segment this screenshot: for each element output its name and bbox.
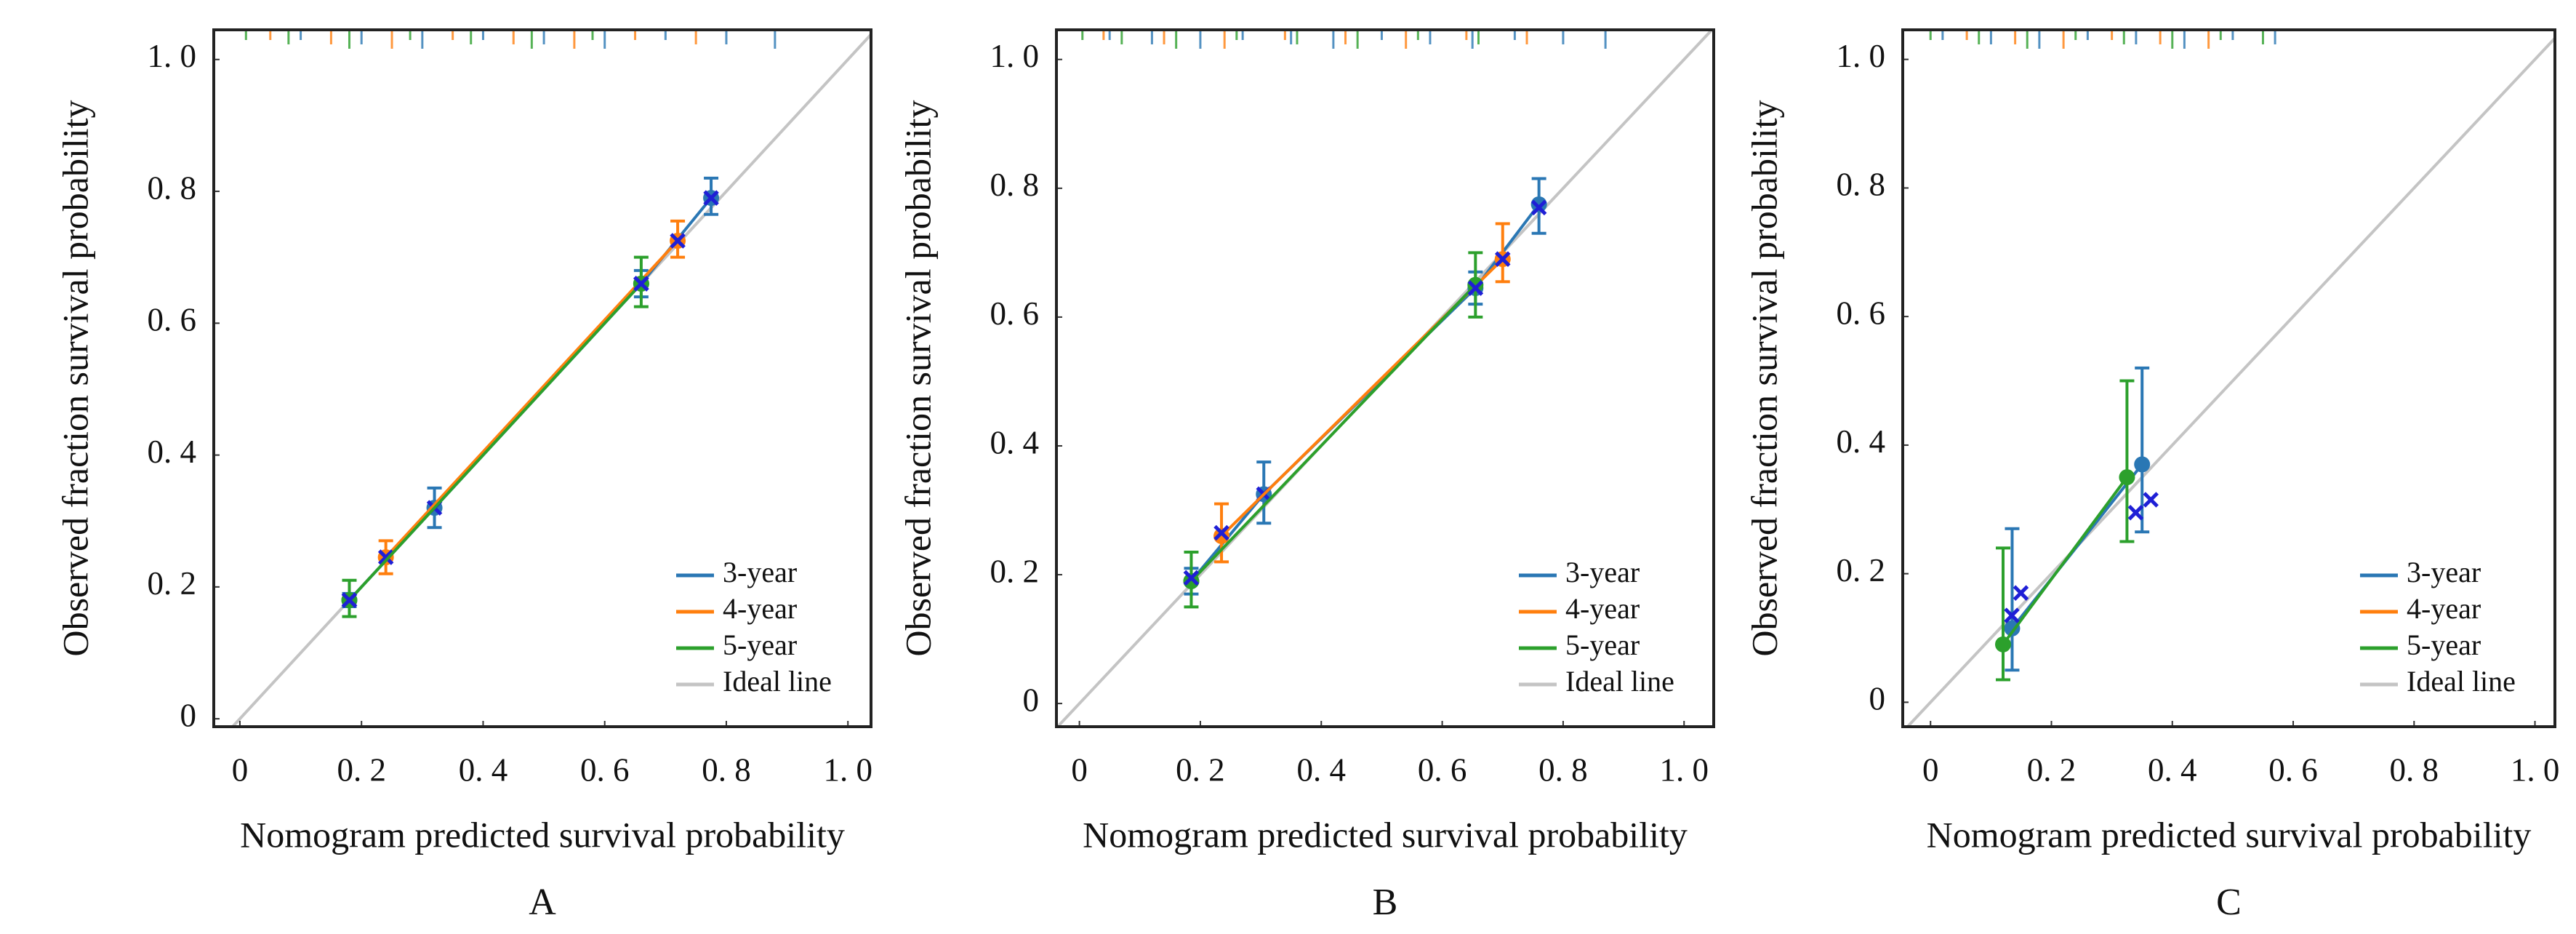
point bbox=[1467, 276, 1484, 293]
y-axis-title: Observed fraction survival probability bbox=[897, 100, 938, 656]
y-axis-title: Observed fraction survival probability bbox=[55, 100, 95, 656]
panel: 0 0. 2 0. 4 0. 6 0. 8 1. 0 0 0. 2 0. 4 0. 6 0. 8 1.… bbox=[1744, 28, 2560, 923]
y-tick-label: 0. 6 bbox=[1837, 295, 1886, 331]
x-tick-label: 0. 4 bbox=[1297, 751, 1347, 788]
legend-label: 4-year bbox=[723, 592, 797, 625]
cross-marker bbox=[1213, 524, 1229, 541]
x-tick-label: 0. 6 bbox=[580, 751, 630, 788]
y-tick-label: 1. 0 bbox=[1837, 38, 1886, 74]
cross-marker bbox=[2004, 607, 2020, 623]
error-bar bbox=[2135, 366, 2150, 534]
y-tick-label: 0. 2 bbox=[148, 565, 197, 602]
y-tick-label: 0. 6 bbox=[148, 302, 197, 338]
y-tick-label: 0. 4 bbox=[1837, 423, 1886, 460]
cross-marker bbox=[1467, 280, 1484, 296]
x-tick-label: 0. 2 bbox=[337, 751, 386, 788]
panel-label: C bbox=[2216, 882, 2242, 923]
panel-label: B bbox=[1373, 882, 1398, 923]
cross-marker bbox=[2013, 585, 2029, 601]
panel: 0 0. 2 0. 4 0. 6 0. 8 1. 0 0 0. 2 0. 4 0. 6 0. 8 1.… bbox=[897, 28, 1715, 923]
y-tick-label: 0. 2 bbox=[1837, 552, 1886, 588]
x-axis-title: Nomogram predicted survival probability bbox=[240, 814, 845, 855]
x-tick-label: 0. 4 bbox=[459, 751, 508, 788]
legend-label: 4-year bbox=[2407, 592, 2481, 625]
point bbox=[1995, 636, 2011, 652]
x-tick-label: 0 bbox=[1071, 751, 1088, 788]
x-tick-label: 0 bbox=[232, 751, 249, 788]
x-tick-label: 0. 2 bbox=[1176, 751, 1225, 788]
y-tick-label: 0. 2 bbox=[990, 553, 1040, 589]
plot-frame bbox=[212, 28, 872, 728]
panel-label: A bbox=[529, 882, 556, 923]
y-tick-label: 1. 0 bbox=[990, 38, 1040, 74]
legend-label: 3-year bbox=[1565, 556, 1640, 588]
error-bar bbox=[2119, 379, 2135, 543]
series-line bbox=[2002, 476, 2129, 646]
y-tick-label: 1. 0 bbox=[148, 38, 197, 74]
cross-marker bbox=[2143, 492, 2159, 508]
y-tick-label: 0 bbox=[1869, 681, 1886, 717]
cross-marker bbox=[377, 549, 394, 565]
point bbox=[2004, 620, 2021, 636]
point bbox=[1183, 572, 1200, 589]
cross-marker bbox=[1494, 251, 1511, 267]
error-bar bbox=[2005, 527, 2020, 672]
y-tick-label: 0. 8 bbox=[1837, 167, 1886, 203]
y-tick-label: 0 bbox=[1023, 682, 1040, 718]
x-tick-label: 0. 4 bbox=[2148, 751, 2197, 788]
y-tick-label: 0 bbox=[180, 697, 197, 733]
point bbox=[1213, 527, 1230, 544]
point bbox=[1530, 196, 1547, 212]
plot-frame bbox=[1055, 28, 1715, 728]
y-tick-label: 0. 4 bbox=[990, 424, 1040, 460]
legend-label: 5-year bbox=[2407, 628, 2481, 661]
x-tick-label: 1. 0 bbox=[823, 751, 872, 788]
plot-frame bbox=[1901, 28, 2556, 728]
series-line bbox=[385, 239, 679, 559]
legend-label: Ideal line bbox=[1565, 665, 1674, 698]
series-line bbox=[1190, 284, 1477, 583]
x-tick-label: 0. 8 bbox=[1538, 751, 1588, 788]
x-tick-label: 1. 0 bbox=[2511, 751, 2560, 788]
legend-label: Ideal line bbox=[723, 665, 832, 698]
panel: 0 0. 2 0. 4 0. 6 0. 8 1. 0 0 0. 2 0. 4 0. 6 0. 8 1.… bbox=[55, 28, 872, 923]
y-tick-label: 0. 6 bbox=[990, 295, 1040, 332]
x-tick-label: 0 bbox=[1922, 751, 1939, 788]
legend-label: 5-year bbox=[723, 628, 797, 661]
error-bar bbox=[1996, 546, 2010, 682]
cross-marker bbox=[1530, 199, 1547, 216]
x-axis-title: Nomogram predicted survival probability bbox=[1083, 814, 1688, 855]
point bbox=[2134, 456, 2151, 473]
point bbox=[2119, 469, 2135, 486]
y-tick-label: 0. 4 bbox=[148, 434, 197, 470]
legend-label: 4-year bbox=[1565, 592, 1640, 625]
legend-label: 5-year bbox=[1565, 628, 1640, 661]
x-tick-label: 0. 6 bbox=[2268, 751, 2318, 788]
x-tick-label: 0. 2 bbox=[2027, 751, 2077, 788]
x-tick-label: 0. 6 bbox=[1418, 751, 1467, 788]
y-tick-label: 0. 8 bbox=[148, 169, 197, 206]
x-axis-title: Nomogram predicted survival probability bbox=[1927, 814, 2532, 855]
y-tick-label: 0. 8 bbox=[990, 167, 1040, 203]
cross-marker bbox=[703, 190, 719, 206]
legend-label: Ideal line bbox=[2407, 665, 2516, 698]
legend-label: 3-year bbox=[723, 556, 797, 588]
cross-marker bbox=[633, 276, 649, 292]
x-tick-label: 0. 8 bbox=[2390, 751, 2439, 788]
y-axis-title: Observed fraction survival probability bbox=[1744, 100, 1784, 656]
x-tick-label: 0. 8 bbox=[702, 751, 751, 788]
cross-marker bbox=[1183, 570, 1200, 586]
cross-marker bbox=[2127, 504, 2144, 521]
series-line bbox=[348, 282, 643, 602]
cross-marker bbox=[341, 592, 358, 608]
x-tick-label: 1. 0 bbox=[1659, 751, 1709, 788]
legend-label: 3-year bbox=[2407, 556, 2481, 588]
cross-marker bbox=[670, 233, 686, 249]
